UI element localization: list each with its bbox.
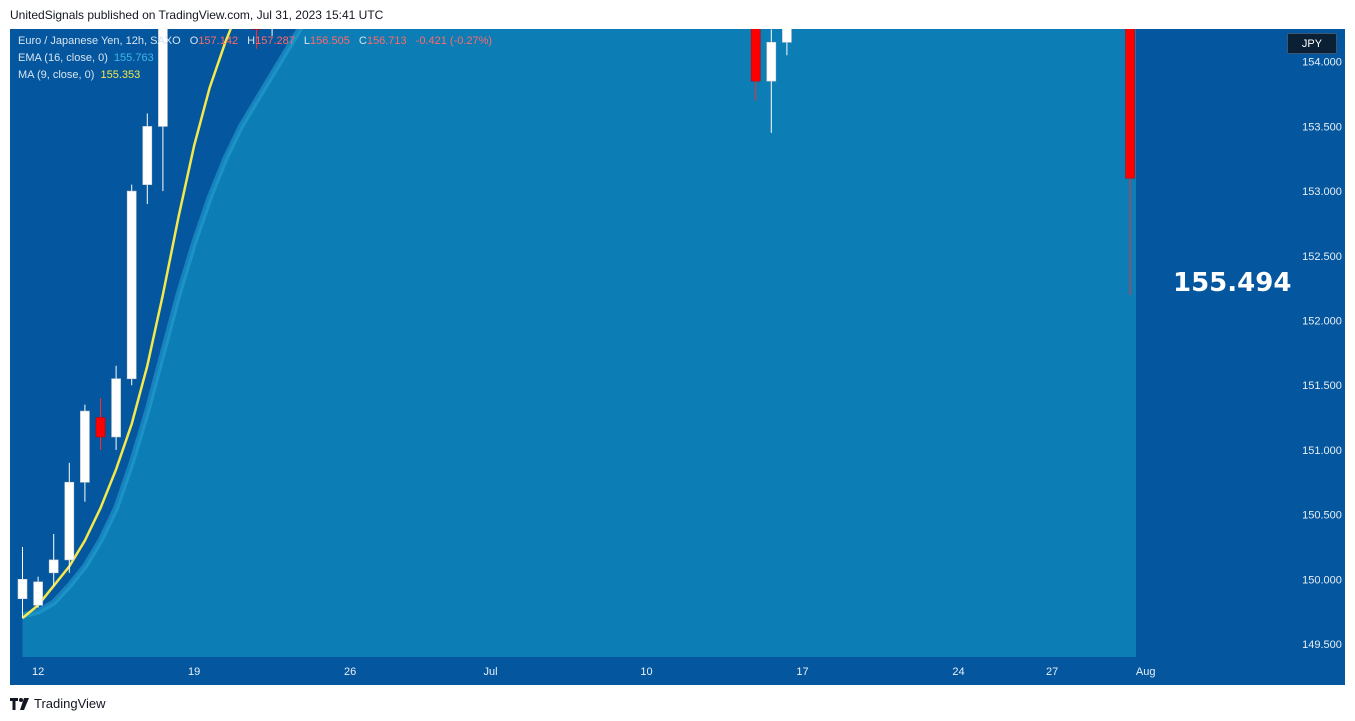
future-area bbox=[1136, 29, 1280, 657]
candle-body bbox=[48, 559, 59, 574]
candle-body bbox=[64, 481, 75, 561]
candle-body bbox=[782, 29, 792, 43]
x-tick-label: 10 bbox=[640, 666, 652, 678]
x-tick-label: 24 bbox=[952, 666, 964, 678]
y-tick-label: 154.000 bbox=[1302, 57, 1342, 69]
candle-body bbox=[33, 581, 43, 606]
y-tick-label: 150.500 bbox=[1302, 510, 1342, 522]
candle-body bbox=[80, 410, 90, 483]
x-tick-label: 27 bbox=[1046, 666, 1058, 678]
y-tick-label: 150.000 bbox=[1302, 574, 1342, 586]
candle-body bbox=[766, 41, 777, 82]
candle-body bbox=[126, 190, 137, 380]
y-tick-label: 149.500 bbox=[1302, 639, 1342, 651]
close-label: C bbox=[358, 35, 367, 47]
close-value: 156.713 bbox=[366, 35, 407, 47]
change-value: -0.421 (-0.27%) bbox=[415, 35, 493, 47]
currency-button[interactable]: JPY bbox=[1287, 33, 1337, 54]
low-label: L bbox=[303, 35, 311, 47]
y-tick-label: 152.000 bbox=[1302, 316, 1342, 328]
ema-value: 155.763 bbox=[113, 52, 154, 64]
high-label: H bbox=[247, 35, 256, 47]
y-tick-label: 153.500 bbox=[1302, 121, 1342, 133]
y-tick-label: 151.000 bbox=[1302, 445, 1342, 457]
x-tick-label: 19 bbox=[188, 666, 200, 678]
y-tick-label: 151.500 bbox=[1302, 380, 1342, 392]
ema-line bbox=[21, 29, 304, 619]
tradingview-logo-icon bbox=[10, 697, 29, 710]
x-tick-label: 26 bbox=[344, 666, 356, 678]
footer-brand: TradingView bbox=[34, 696, 106, 711]
ema-area bbox=[22, 29, 1193, 657]
x-tick-label: 12 bbox=[32, 666, 44, 678]
open-value: 157.142 bbox=[198, 35, 239, 47]
high-value: 157.287 bbox=[255, 35, 295, 47]
symbol-name: Euro / Japanese Yen, 12h, SAXO bbox=[18, 35, 181, 47]
publisher-line: UnitedSignals published on TradingView.c… bbox=[10, 8, 384, 22]
ma-legend[interactable]: MA (9, close, 0) 155.353 bbox=[18, 69, 140, 81]
candle-body bbox=[750, 29, 761, 82]
candle-body bbox=[1125, 29, 1135, 179]
candle-body bbox=[17, 578, 28, 600]
y-tick-label: 153.000 bbox=[1302, 186, 1342, 198]
candle-body bbox=[142, 126, 153, 185]
ma-label: MA (9, close, 0) bbox=[18, 69, 95, 81]
x-tick-label: 17 bbox=[796, 666, 808, 678]
x-axis-strip bbox=[10, 657, 1280, 685]
target-price-annotation: 155.494 bbox=[1173, 268, 1291, 298]
candle-body bbox=[95, 417, 106, 438]
candle-body bbox=[158, 29, 168, 127]
x-tick-label: Aug bbox=[1136, 666, 1156, 678]
candle-body bbox=[111, 378, 121, 438]
chart-pane[interactable]: 155.494121926Jul10172427Aug158.500158.00… bbox=[10, 29, 1345, 685]
footer: TradingView bbox=[10, 696, 106, 711]
symbol-legend: Euro / Japanese Yen, 12h, SAXO O157.142 … bbox=[18, 35, 492, 47]
ma-value: 155.353 bbox=[100, 69, 141, 81]
ema-legend[interactable]: EMA (16, close, 0) 155.763 bbox=[18, 52, 154, 64]
open-label: O bbox=[189, 35, 199, 47]
ma-line bbox=[21, 29, 232, 620]
y-tick-label: 152.500 bbox=[1302, 251, 1342, 263]
ema-label: EMA (16, close, 0) bbox=[18, 52, 108, 64]
low-value: 156.505 bbox=[310, 35, 350, 47]
x-tick-label: Jul bbox=[483, 666, 497, 678]
candlestick-chart[interactable]: 155.494121926Jul10172427Aug158.500158.00… bbox=[10, 29, 1345, 685]
